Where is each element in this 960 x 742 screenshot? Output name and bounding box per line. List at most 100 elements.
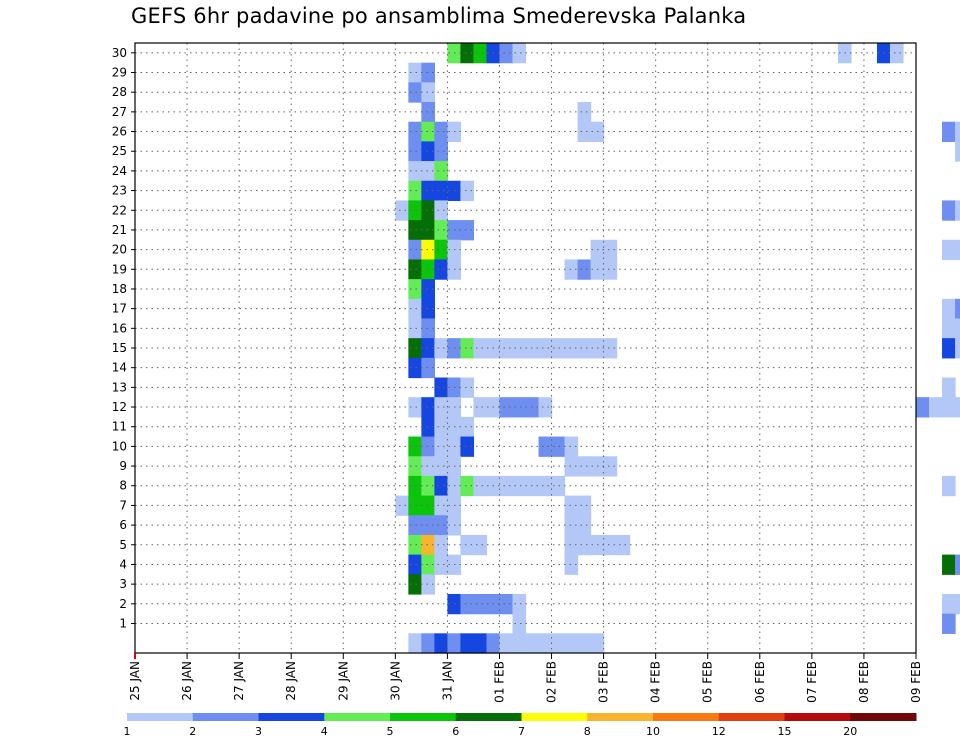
heatmap-cell xyxy=(408,357,422,379)
heatmap-cell xyxy=(434,397,448,418)
heatmap-cell xyxy=(460,416,475,438)
y-tick-label: 23 xyxy=(112,184,127,198)
heatmap-cell xyxy=(408,200,422,221)
heatmap-cell xyxy=(942,397,956,418)
heatmap-cell xyxy=(421,62,435,83)
heatmap-cell xyxy=(564,515,579,536)
colorbar-label: 5 xyxy=(387,725,394,738)
y-tick-label: 17 xyxy=(112,302,127,316)
heatmap-cell xyxy=(577,456,592,477)
heatmap-cell xyxy=(473,43,488,64)
colorbar-label: 2 xyxy=(189,725,196,738)
heatmap-cell xyxy=(577,338,592,359)
heatmap-cell xyxy=(460,633,475,654)
heatmap-cell xyxy=(512,633,527,654)
x-tick-label: 25 JAN xyxy=(128,661,142,701)
y-tick-label: 20 xyxy=(112,243,127,257)
heatmap-cell xyxy=(408,259,422,280)
heatmap-cell xyxy=(538,633,553,654)
chart-title: GEFS 6hr padavine po ansamblima Smederev… xyxy=(131,4,747,28)
colorbar-swatch xyxy=(587,713,654,721)
heatmap-cell xyxy=(408,534,422,556)
heatmap-cell xyxy=(603,239,618,261)
heatmap-cell xyxy=(942,338,956,359)
y-tick-label: 3 xyxy=(119,577,127,591)
heatmap-cell xyxy=(434,141,448,162)
heatmap-cell xyxy=(408,456,422,477)
heatmap-cell xyxy=(421,554,435,575)
heatmap-cell xyxy=(408,338,422,359)
heatmap-cell xyxy=(499,43,514,64)
heatmap-cell xyxy=(460,43,475,64)
y-tick-label: 29 xyxy=(112,66,127,80)
x-tick-label: 27 JAN xyxy=(232,661,246,701)
heatmap-cell xyxy=(408,161,422,182)
heatmap-cell xyxy=(942,554,956,575)
heatmap-cell xyxy=(434,200,448,221)
heatmap-cell xyxy=(577,259,592,280)
heatmap-cell xyxy=(499,475,514,497)
heatmap-cell xyxy=(603,338,618,359)
x-tick-label: 07 FEB xyxy=(805,661,819,703)
heatmap-cell xyxy=(564,633,579,654)
heatmap-cell xyxy=(408,397,422,418)
heatmap-cell xyxy=(955,141,960,162)
heatmap-cell xyxy=(512,338,527,359)
y-tick-label: 27 xyxy=(112,105,127,119)
x-tick-label: 28 JAN xyxy=(284,661,298,701)
heatmap-cell xyxy=(408,574,422,595)
heatmap-cell xyxy=(395,495,409,516)
heatmap-cell xyxy=(955,121,960,142)
heatmap-cell xyxy=(499,593,514,615)
heatmap-cell xyxy=(564,534,579,556)
heatmap-cell xyxy=(408,239,422,261)
heatmap-cell xyxy=(460,377,475,398)
heatmap-cell xyxy=(564,554,579,575)
y-tick-label: 24 xyxy=(112,164,127,178)
heatmap-cell xyxy=(421,121,435,142)
heatmap-cell xyxy=(577,102,592,123)
heatmap-cell xyxy=(616,534,631,556)
colorbar-swatch xyxy=(192,713,259,721)
heatmap-cell xyxy=(564,436,579,457)
heatmap-cell xyxy=(434,416,448,438)
heatmap-cell xyxy=(538,397,553,418)
x-tick-label: 26 JAN xyxy=(180,661,194,701)
x-tick-label: 30 JAN xyxy=(388,661,402,701)
x-tick-label: 29 JAN xyxy=(336,661,350,701)
colorbar-label: 6 xyxy=(452,725,459,738)
heatmap-cell xyxy=(955,554,960,575)
heatmap-cell xyxy=(603,259,618,280)
y-tick-label: 22 xyxy=(112,203,127,217)
heatmap-cell xyxy=(486,633,501,654)
heatmap-cell xyxy=(473,475,488,497)
heatmap-cell xyxy=(473,534,488,556)
colorbar-swatch xyxy=(324,713,391,721)
heatmap-cell xyxy=(942,593,956,615)
heatmap-cell xyxy=(421,318,435,339)
colorbar-label: 15 xyxy=(778,725,792,738)
heatmap-cell xyxy=(434,534,448,556)
y-tick-label: 19 xyxy=(112,262,127,276)
heatmap-cell xyxy=(421,357,435,379)
heatmap-cell xyxy=(395,200,409,221)
heatmap-cell xyxy=(564,495,579,516)
y-tick-label: 7 xyxy=(119,498,127,512)
heatmap-cell xyxy=(955,397,960,418)
heatmap-cell xyxy=(551,475,566,497)
heatmap-cell xyxy=(447,633,462,654)
heatmap-cell xyxy=(421,436,435,457)
heatmap-cell xyxy=(512,397,527,418)
heatmap-cell xyxy=(473,338,488,359)
colorbar-label: 8 xyxy=(584,725,591,738)
heatmap-cell xyxy=(434,633,448,654)
heatmap-cell xyxy=(929,397,943,418)
x-tick-label: 03 FEB xyxy=(597,661,611,703)
heatmap-cell xyxy=(942,475,956,497)
y-axis: 1234567891011121314151617181920212223242… xyxy=(112,46,135,630)
heatmap-cell xyxy=(955,318,960,339)
heatmap-cell xyxy=(434,515,448,536)
colorbar-swatch xyxy=(653,713,720,721)
heatmap-cell xyxy=(408,180,422,202)
